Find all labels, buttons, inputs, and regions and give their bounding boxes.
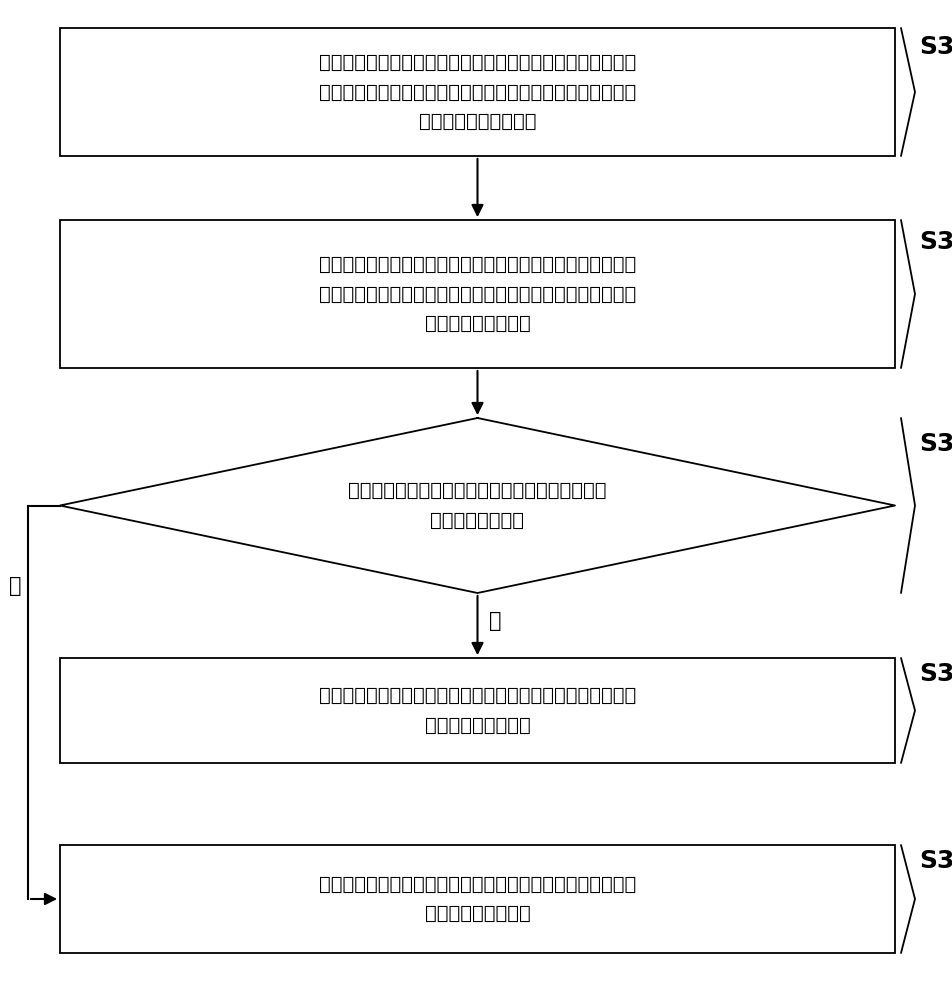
Text: S303: S303	[918, 432, 952, 456]
Text: S305: S305	[918, 849, 952, 873]
Text: 是: 是	[489, 611, 502, 631]
Text: 否: 否	[10, 576, 22, 595]
Text: S301: S301	[918, 35, 952, 59]
FancyBboxPatch shape	[60, 658, 894, 763]
FancyBboxPatch shape	[60, 845, 894, 953]
FancyBboxPatch shape	[60, 28, 894, 156]
Text: 该遥控设备向该目标设备发送更新连接参数请求，该更新连接
参数请求用于请求将该无线连接的连接参数由该快速连接参数
改变为慢速连接参数: 该遥控设备向该目标设备发送更新连接参数请求，该更新连接 参数请求用于请求将该无线…	[319, 255, 635, 333]
Text: S302: S302	[918, 230, 952, 254]
Text: 当确定该目标设备处于异常状态时，断开该遥控设备与被遥控
设备之间的无线连接: 当确定该目标设备处于异常状态时，断开该遥控设备与被遥控 设备之间的无线连接	[319, 686, 635, 735]
FancyBboxPatch shape	[60, 220, 894, 368]
Text: 在发送该更新连接参数请求之后，判断该目标设备
是否处于异常状态: 在发送该更新连接参数请求之后，判断该目标设备 是否处于异常状态	[347, 481, 606, 530]
Text: 建立遥控设备与目标设备之间的无线连接，在该建立遥控设备
与被遥控设备之间的无线连接过程中，将该无线连接的连接参
数设置为快速连接参数: 建立遥控设备与目标设备之间的无线连接，在该建立遥控设备 与被遥控设备之间的无线连…	[319, 53, 635, 131]
Text: S304: S304	[918, 662, 952, 686]
Text: 当确定该目标设备处于异常状态时，断开该遥控设备与被遥控
设备之间的无线连接: 当确定该目标设备处于异常状态时，断开该遥控设备与被遥控 设备之间的无线连接	[319, 875, 635, 923]
